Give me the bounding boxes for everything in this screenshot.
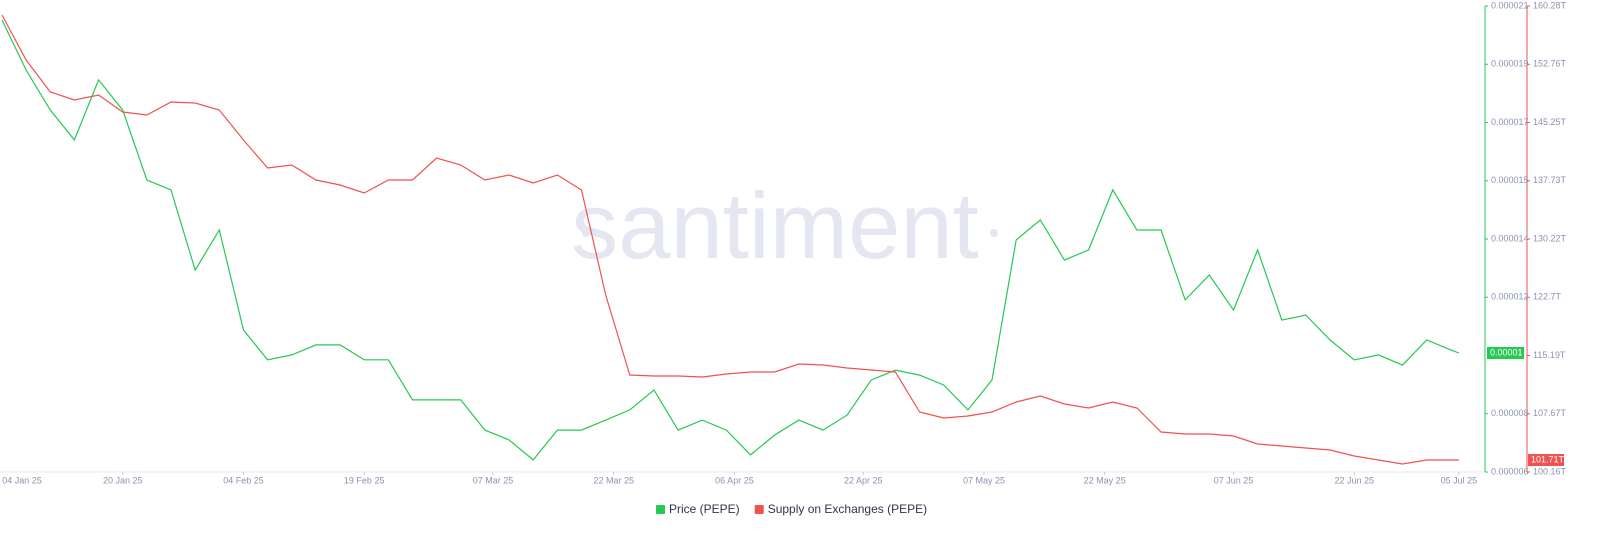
legend-swatch — [656, 505, 665, 514]
x-tick-label: 06 Apr 25 — [715, 475, 754, 485]
legend-label: Price (PEPE) — [669, 502, 740, 516]
legend-label: Supply on Exchanges (PEPE) — [768, 502, 927, 516]
watermark-dot — [990, 229, 998, 237]
legend: Price (PEPE) Supply on Exchanges (PEPE) — [656, 502, 927, 516]
y2-tick-label: 122.7T — [1533, 292, 1562, 302]
x-tick-label: 07 Jun 25 — [1214, 475, 1254, 485]
x-tick-label: 20 Jan 25 — [103, 475, 143, 485]
watermark: santiment — [571, 173, 979, 278]
y2-tick-label: 100.16T — [1533, 466, 1567, 476]
y2-tick-label: 130.22T — [1533, 233, 1567, 243]
x-tick-label: 07 May 25 — [963, 475, 1005, 485]
badge-box — [1528, 453, 1564, 466]
x-tick-label: 04 Jan 25 — [2, 475, 42, 485]
y2-tick-label: 160.28T — [1533, 0, 1567, 10]
y-tick-label: 0.000012 — [1491, 292, 1529, 302]
y-tick-label: 0.000019 — [1491, 59, 1529, 69]
y-tick-label: 0.000017 — [1491, 117, 1529, 127]
last-value-badge: 101.71T — [1528, 453, 1565, 466]
x-tick-label: 22 Apr 25 — [844, 475, 883, 485]
y2-tick-label: 152.76T — [1533, 59, 1567, 69]
series-line — [1, 19, 1460, 461]
badge-box — [1487, 347, 1524, 360]
y2-tick-label: 137.73T — [1533, 175, 1567, 185]
badge-label: 0.00001 — [1490, 347, 1523, 357]
y-tick-label: 0.000008 — [1491, 408, 1529, 418]
x-tick-label: 22 Mar 25 — [593, 475, 634, 485]
last-value-badge: 0.00001 — [1487, 347, 1524, 360]
legend-swatch — [754, 505, 764, 514]
y-tick-label: 0.000021 — [1491, 0, 1529, 10]
y2-tick-label: 107.67T — [1533, 408, 1567, 418]
x-tick-label: 19 Feb 25 — [344, 475, 385, 485]
badge-label: 101.71T — [1531, 454, 1565, 464]
x-tick-label: 05 Jul 25 — [1441, 475, 1478, 485]
x-tick-label: 22 May 25 — [1084, 475, 1126, 485]
y-tick-label: 0.000014 — [1491, 233, 1529, 243]
y2-tick-label: 145.25T — [1533, 117, 1567, 127]
x-tick-label: 07 Mar 25 — [473, 475, 514, 485]
x-tick-label: 04 Feb 25 — [223, 475, 264, 485]
watermark-dot — [582, 229, 590, 237]
series-line — [1, 14, 1459, 465]
y2-tick-label: 115.19T — [1533, 350, 1566, 360]
y-tick-label: 0.000015 — [1491, 175, 1529, 185]
y-tick-label: 0.000006 — [1491, 466, 1529, 476]
x-tick-label: 22 Jun 25 — [1334, 475, 1374, 485]
